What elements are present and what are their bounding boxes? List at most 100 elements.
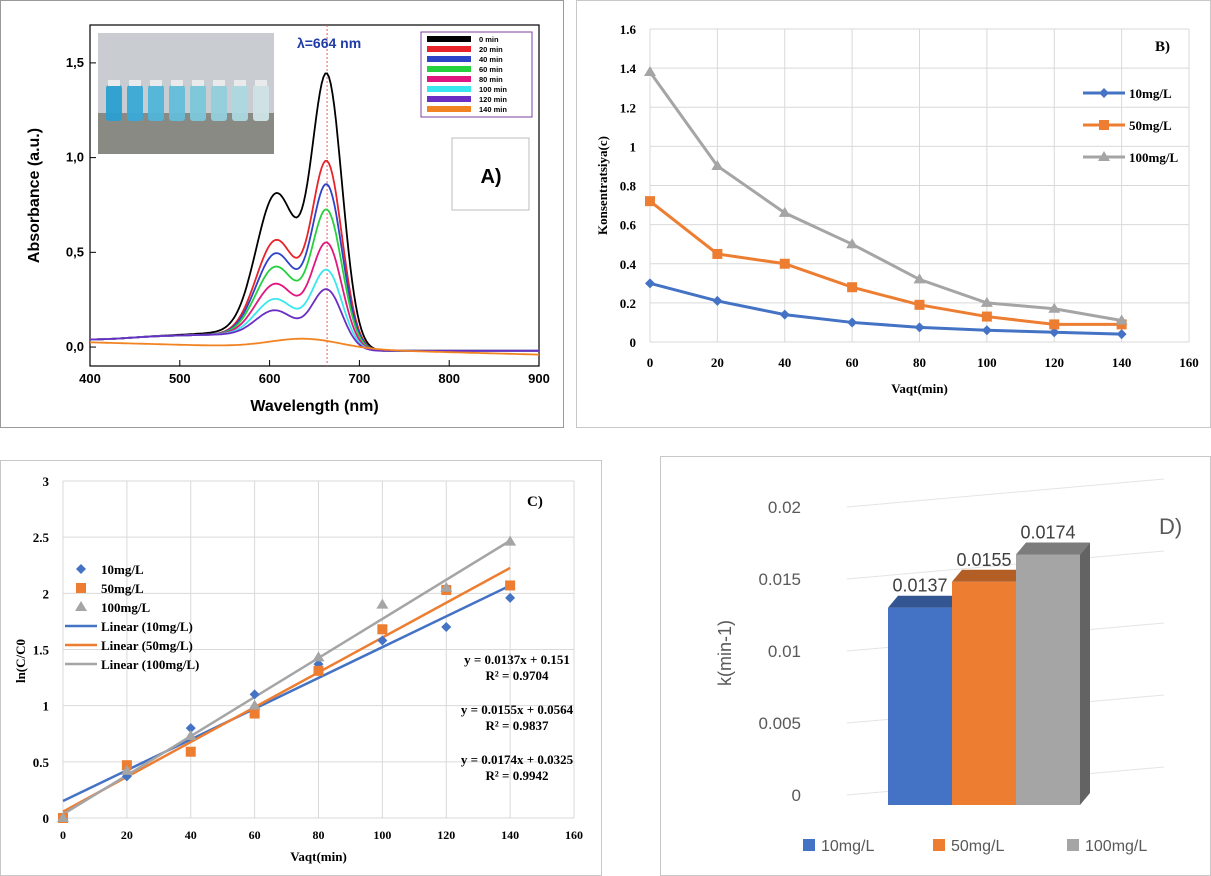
data-point-50mg/L <box>185 746 196 757</box>
vial-cap <box>213 80 225 86</box>
legend-swatch <box>427 56 471 62</box>
legend-label: 10mg/L <box>1129 86 1172 101</box>
legend-swatch <box>427 36 471 42</box>
y-tick-label: 1.2 <box>620 100 636 115</box>
legend-swatch <box>427 86 471 92</box>
x-tick-label: 100 <box>977 355 997 370</box>
x-axis-label: Vaqt(min) <box>891 381 948 396</box>
plot-area-frame <box>89 24 540 367</box>
y-tick-label: 1.4 <box>620 61 637 76</box>
series-line-50mg/L <box>649 199 1122 326</box>
peak-wavelength-label: λ=664 nm <box>297 35 361 51</box>
data-point-10mg/L <box>121 771 132 782</box>
x-axis-label: Vaqt(min) <box>290 849 347 864</box>
vial <box>190 85 206 121</box>
x-tick-label: 140 <box>501 828 519 842</box>
legend-label: 10mg/L <box>821 838 874 855</box>
data-point-50mg/L <box>1049 319 1060 330</box>
spectrum-line-60-min <box>89 208 539 352</box>
legend-label: 120 min <box>479 95 507 104</box>
series-line-10mg/L <box>649 281 1122 336</box>
data-point-100mg/L <box>440 581 453 592</box>
panel-d-rate-constant-chart: 0 0.005 0.01 0.015 0.02 k(min-1) 0.0137 0.0155 0… <box>660 456 1211 876</box>
legend-label: 100mg/L <box>1129 150 1178 165</box>
panel-c-kinetics-chart: 0 0.5 1 1.5 2 2.5 3 0 20 40 60 80 100 120 140 160 Vaqt(m… <box>0 460 602 876</box>
vial <box>148 85 164 121</box>
data-point-50mg/L <box>249 708 260 719</box>
x-tick-label: 60 <box>846 355 859 370</box>
data-point-10mg/L <box>1049 327 1060 338</box>
data-point-10mg/L <box>185 723 196 734</box>
legend-marker <box>76 583 86 593</box>
bar-top-10mg/L <box>888 595 962 608</box>
bar-side-100mg/L <box>1080 542 1090 805</box>
y-tick-label: 0.2 <box>620 296 636 311</box>
data-point-100mg/L <box>312 651 325 662</box>
data-point-100mg/L <box>711 159 724 170</box>
data-point-10mg/L <box>914 322 925 333</box>
y-tick-label: 0 <box>630 335 637 350</box>
data-point-10mg/L <box>249 689 260 700</box>
y-tick-label: 0.02 <box>768 498 801 517</box>
legend-label: 0 min <box>479 35 499 44</box>
spectrum-line-120-min <box>89 288 539 352</box>
x-axis-label: Wavelength (nm) <box>250 398 378 415</box>
vial <box>169 85 185 121</box>
vial-cap <box>255 80 267 86</box>
data-point-50mg/L <box>377 624 388 635</box>
x-tick-label: 400 <box>79 371 101 386</box>
vial-cap <box>171 80 183 86</box>
y-grid-line <box>846 550 1165 580</box>
data-point-10mg/L <box>981 325 992 336</box>
bar-10mg/L <box>888 607 952 805</box>
vial <box>253 85 269 121</box>
data-point-50mg/L <box>505 580 516 591</box>
data-point-10mg/L <box>645 278 655 289</box>
vial <box>106 85 122 121</box>
bar-100mg/L <box>1016 554 1080 805</box>
legend-label: 50mg/L <box>1129 118 1172 133</box>
data-point-100mg/L <box>120 764 133 775</box>
y-tick-label: 0,5 <box>66 244 84 259</box>
data-point-50mg/L <box>779 258 790 269</box>
data-point-100mg/L <box>248 699 261 710</box>
x-tick-label: 140 <box>1112 355 1132 370</box>
x-tick-label: 0 <box>60 828 66 842</box>
data-point-100mg/L <box>1048 302 1061 313</box>
vial-cap <box>108 80 120 86</box>
x-tick-label: 40 <box>185 828 197 842</box>
data-point-100mg/L <box>644 66 656 77</box>
fit-line-Linear (100mg/L) <box>62 539 511 816</box>
data-point-100mg/L <box>57 812 69 822</box>
data-point-100mg/L <box>1115 314 1128 325</box>
legend-marker <box>75 601 87 611</box>
legend-swatch <box>933 839 945 851</box>
concentration-line-chart-svg: 0 0.2 0.4 0.6 0.8 1 1.2 1.4 1.6 0 20 40 60 80 100 120 14… <box>595 22 1199 396</box>
y-tick-label: 0.6 <box>620 218 637 233</box>
data-point-100mg/L <box>184 729 197 740</box>
legend-label: 60 min <box>479 65 503 74</box>
panel-a-absorbance-chart: 400 500 600 700 800 900 0,0 0,5 1,0 1,5 Wavelength… <box>0 0 564 428</box>
x-tick-label: 100 <box>373 828 391 842</box>
legend-label: 100mg/L <box>101 600 150 615</box>
y-tick-label: 2.5 <box>33 530 50 545</box>
legend-label: 50mg/L <box>951 838 1004 855</box>
data-point-50mg/L <box>981 311 992 322</box>
panel-label: C) <box>527 494 543 510</box>
data-point-10mg/L <box>441 622 452 633</box>
y-tick-label: 0,0 <box>66 339 84 354</box>
y-axis-label: Konsentratsiya(c) <box>595 136 610 235</box>
vial-cap <box>150 80 162 86</box>
bar-50mg/L <box>952 581 1016 805</box>
x-tick-label: 60 <box>249 828 261 842</box>
y-tick-label: 1 <box>43 699 50 714</box>
y-tick-label: 0.4 <box>620 257 637 272</box>
data-point-100mg/L <box>376 598 389 609</box>
legend-marker <box>1099 120 1109 130</box>
y-axis-label: Absorbance (a.u.) <box>26 128 43 263</box>
panel-label: D) <box>1159 514 1182 539</box>
rate-constant-bar-chart-svg: 0 0.005 0.01 0.015 0.02 k(min-1) 0.0137 0.0155 0… <box>715 478 1182 855</box>
fit-line-Linear (10mg/L) <box>62 584 511 803</box>
legend-label: 40 min <box>479 55 503 64</box>
fit-r-squared: R² = 0.9942 <box>486 768 549 783</box>
